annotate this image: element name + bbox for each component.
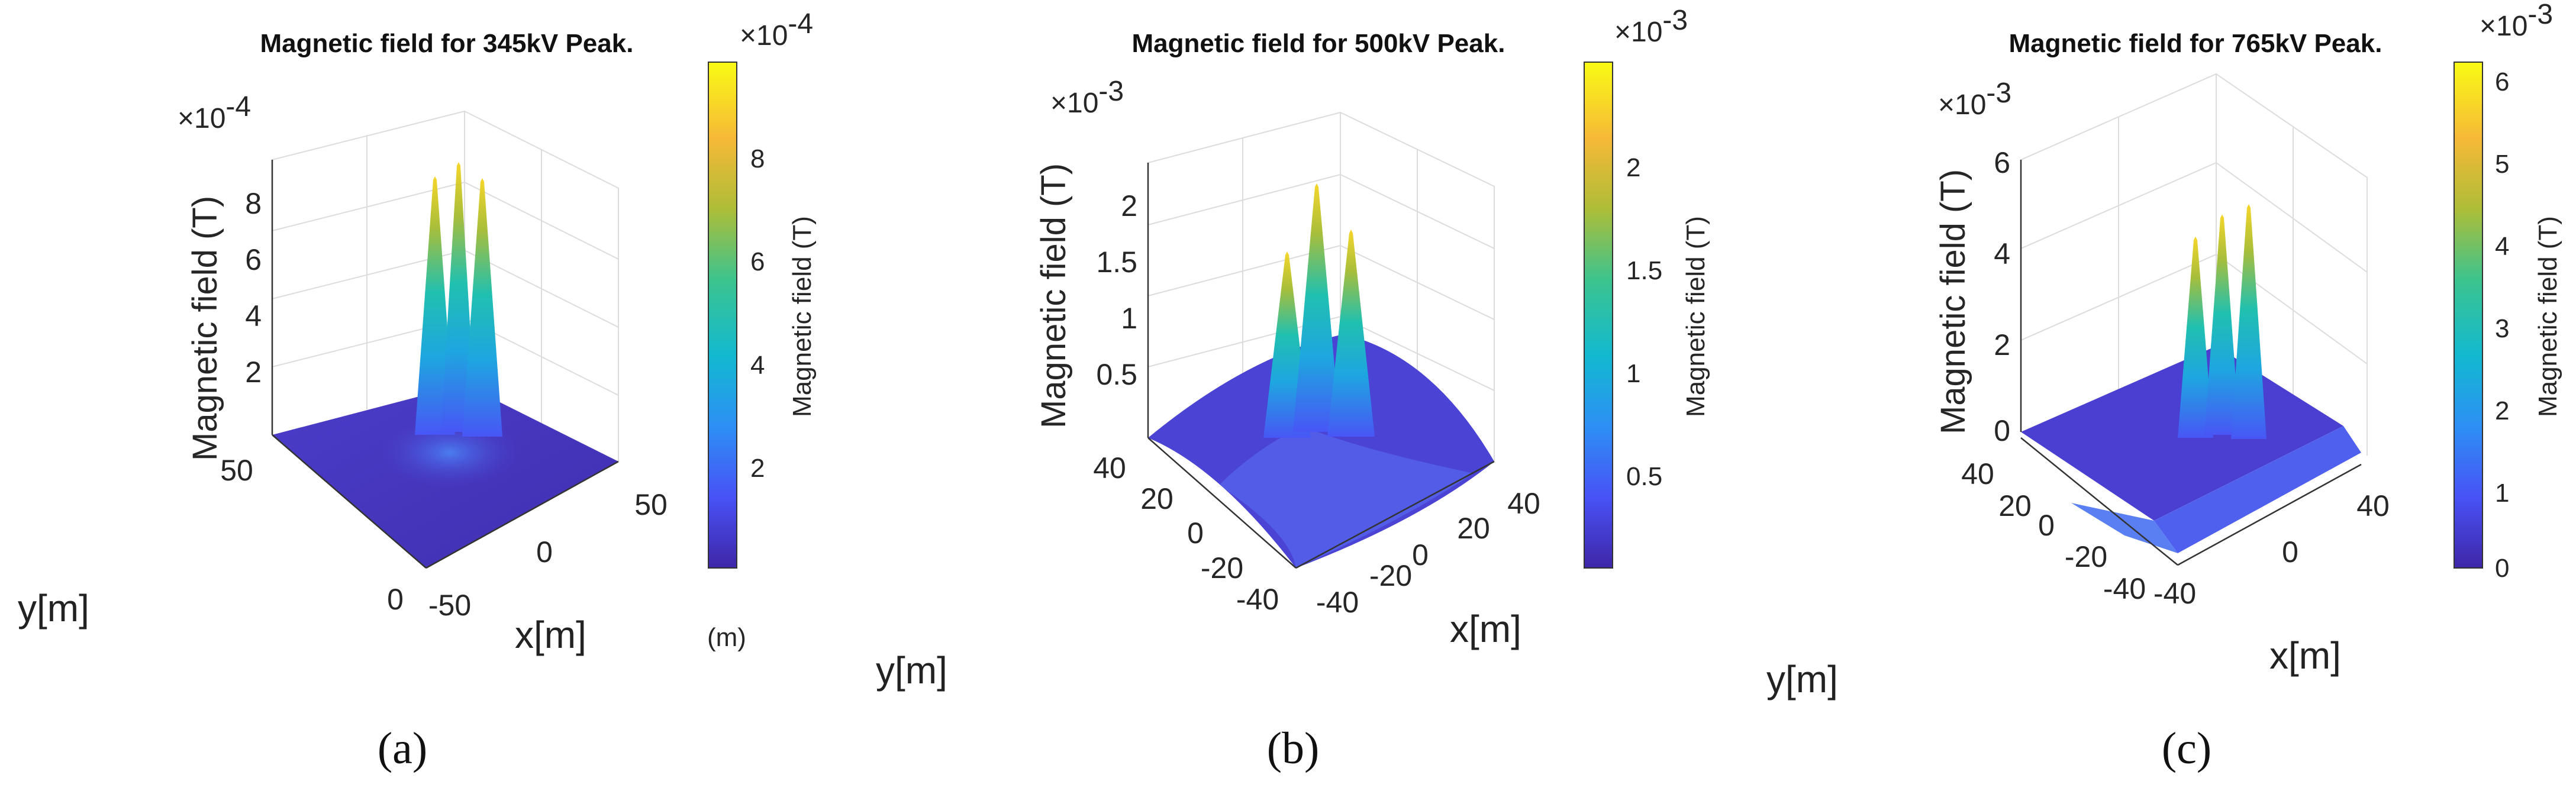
panel-b-subfigure-label: (b) — [1267, 724, 1320, 773]
panel-a-x-label: x[m] — [515, 614, 586, 656]
panel-a-xtick-0: 0 — [536, 535, 553, 569]
panel-b-ztick-2: 2 — [1121, 189, 1137, 222]
panel-c-cb-multiplier: ×10-3 — [2480, 0, 2553, 42]
panel-b-cbtick-2: 2 — [1626, 153, 1640, 182]
panel-a-peak-3 — [462, 178, 502, 437]
panel-b-ztick-1p5: 1.5 — [1096, 246, 1137, 279]
panel-c-floor-step — [2071, 503, 2178, 553]
panel-c-ztick-2: 2 — [1994, 328, 2010, 362]
panel-a-cbtick-4: 4 — [750, 351, 765, 380]
panel-b-z-label: Magnetic field (T) — [1034, 163, 1073, 428]
panel-c-peak-2 — [2204, 214, 2240, 435]
panel-a-x-axis — [425, 460, 619, 569]
panel-c-peak-3 — [2231, 204, 2267, 439]
panel-c-title: Magnetic field for 765kV Peak. — [2009, 29, 2382, 58]
panel-c-ztick-6: 6 — [1994, 146, 2010, 179]
panel-c-peak-1 — [2178, 236, 2213, 438]
panel-b-xtick-20: 20 — [1457, 512, 1490, 545]
panel-c-ytick-40: 40 — [1961, 457, 1994, 490]
panel-b-cbtick-0p5: 0.5 — [1626, 462, 1662, 491]
panel-c: Magnetic field for 765kV Peak. 6 4 2 0 ×… — [1766, 0, 2562, 773]
panel-a-cb-multiplier: ×10-4 — [740, 8, 813, 51]
panel-b-cbtick-1: 1 — [1626, 359, 1640, 388]
panel-c-ytick-m40: -40 — [2103, 572, 2146, 605]
panel-b: Magnetic field for 500kV Peak. 2 1.5 1 0… — [876, 5, 1710, 773]
panel-a-ztick-6: 6 — [245, 243, 262, 276]
panel-c-y-axis — [2020, 437, 2178, 566]
panel-c-x-label: x[m] — [2269, 634, 2341, 677]
panel-b-x-label: x[m] — [1450, 608, 1521, 650]
panel-b-surface-edge — [1148, 438, 1296, 573]
panel-b-y-label: y[m] — [876, 649, 947, 692]
panel-c-ztick-4: 4 — [1994, 237, 2010, 270]
panel-b-x-axis — [1295, 460, 1495, 569]
panel-a-colorbar — [708, 62, 737, 569]
panel-b-xtick-0: 0 — [1412, 538, 1429, 572]
panel-b-peak-3 — [1327, 230, 1375, 437]
panel-b-ytick-m20: -20 — [1201, 551, 1243, 585]
panel-c-ytick-20: 20 — [1998, 489, 2032, 522]
panel-b-ytick-m40: -40 — [1236, 583, 1279, 616]
panel-c-xtick-0: 0 — [2282, 535, 2298, 569]
panel-a-cbtick-2: 2 — [750, 454, 765, 483]
panel-b-cbtick-1p5: 1.5 — [1626, 256, 1662, 285]
panel-b-peak-2 — [1293, 183, 1340, 432]
panel-c-xtick-40: 40 — [2356, 489, 2390, 522]
panel-c-cbtick-5: 5 — [2495, 150, 2509, 179]
panel-c-xtick-m40: -40 — [2153, 577, 2196, 610]
panel-c-ztick-0: 0 — [1994, 414, 2010, 447]
panel-c-z-label: Magnetic field (T) — [1934, 169, 1972, 434]
panel-a-subfigure-label: (a) — [378, 724, 427, 773]
panel-a-cb-label: Magnetic field (T) — [788, 216, 817, 417]
panel-a-ztick-4: 4 — [245, 299, 262, 333]
panel-c-cbtick-1: 1 — [2495, 479, 2509, 508]
panel-c-cbtick-3: 3 — [2495, 314, 2509, 343]
panel-a: Magnetic field for 345kV Peak. 8 6 4 2 ×… — [18, 8, 817, 773]
panel-c-ytick-m20: -20 — [2065, 540, 2107, 573]
panel-a-ztick-8: 8 — [245, 187, 262, 220]
panel-a-title: Magnetic field for 345kV Peak. — [260, 29, 634, 58]
panel-a-xtick-50: 50 — [634, 488, 668, 521]
panel-a-cbtick-6: 6 — [750, 247, 765, 276]
panel-c-cbtick-4: 4 — [2495, 232, 2509, 261]
panel-b-title: Magnetic field for 500kV Peak. — [1132, 29, 1505, 58]
panel-b-ztick-0p5: 0.5 — [1096, 358, 1137, 391]
panel-a-unit-note: (m) — [707, 623, 746, 652]
panel-a-y-label: y[m] — [18, 587, 89, 630]
panel-c-cbtick-2: 2 — [2495, 396, 2509, 425]
panel-a-y-axis — [272, 434, 427, 569]
panel-b-colorbar — [1584, 62, 1613, 569]
panel-a-xtick-m50: -50 — [428, 589, 471, 622]
panel-b-ytick-40: 40 — [1093, 451, 1126, 485]
panel-b-z-multiplier: ×10-3 — [1050, 76, 1124, 119]
panel-c-cbtick-6: 6 — [2495, 67, 2509, 96]
panel-b-ytick-20: 20 — [1140, 482, 1173, 515]
panel-a-ytick-50: 50 — [220, 454, 253, 487]
panel-b-surface-front — [1219, 426, 1474, 568]
panel-b-cb-multiplier: ×10-3 — [1614, 5, 1688, 48]
panel-c-cb-label: Magnetic field (T) — [2533, 216, 2562, 417]
panel-c-colorbar — [2454, 62, 2483, 569]
panel-b-cb-label: Magnetic field (T) — [1681, 216, 1710, 417]
panel-b-xtick-m20: -20 — [1369, 559, 1412, 592]
panel-b-ytick-0: 0 — [1187, 517, 1204, 550]
panel-a-z-multiplier: ×10-4 — [178, 91, 251, 134]
panel-a-ztick-2: 2 — [245, 356, 262, 389]
panel-c-ytick-0: 0 — [2038, 509, 2055, 542]
panel-b-xtick-m40: -40 — [1316, 586, 1359, 619]
panel-b-y-axis — [1147, 437, 1297, 569]
panel-c-y-label: y[m] — [1766, 658, 1838, 701]
panel-c-z-multiplier: ×10-3 — [1938, 78, 2011, 121]
panel-c-subfigure-label: (c) — [2162, 724, 2211, 773]
panel-a-ytick-0: 0 — [387, 583, 404, 616]
panel-b-xtick-40: 40 — [1507, 487, 1540, 520]
panel-b-ztick-1: 1 — [1121, 302, 1137, 335]
panel-c-cbtick-0: 0 — [2495, 554, 2509, 583]
panel-a-z-label: Magnetic field (T) — [186, 196, 224, 461]
panel-c-floor-front — [2154, 426, 2361, 553]
panel-a-cbtick-8: 8 — [750, 144, 765, 173]
panel-c-x-axis — [2177, 463, 2362, 566]
